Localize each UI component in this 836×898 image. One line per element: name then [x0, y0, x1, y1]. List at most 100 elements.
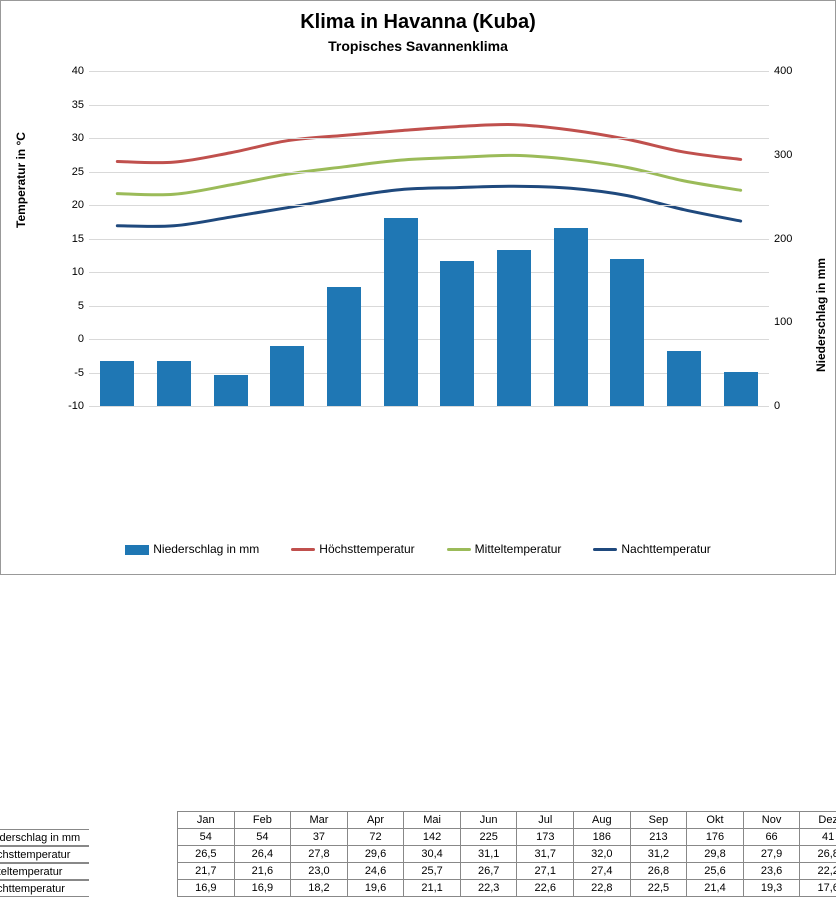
data-cell: 173: [517, 829, 574, 846]
gridline: [89, 272, 769, 273]
month-cell: Mar: [291, 812, 348, 829]
legend-swatch-line-icon: [593, 548, 617, 551]
y-tick-left: 0: [54, 333, 84, 345]
y-tick-left: 30: [54, 132, 84, 144]
y-tick-left: 5: [54, 300, 84, 312]
chart-container: Klima in Havanna (Kuba) Tropisches Savan…: [0, 0, 836, 575]
legend-swatch-line-icon: [447, 548, 471, 551]
table-row: 21,721,623,024,625,726,727,127,426,825,6…: [178, 863, 836, 880]
month-cell: Sep: [630, 812, 687, 829]
month-cell: Nov: [743, 812, 800, 829]
y-tick-left: 40: [54, 65, 84, 77]
data-cell: 23,6: [743, 863, 800, 880]
data-cell: 22,3: [460, 880, 517, 897]
row-label-blank: [0, 812, 89, 829]
y-axis-right-label: Niederschlag in mm: [814, 258, 828, 372]
data-cell: 26,4: [234, 846, 291, 863]
row-label: Niederschlag in mm: [0, 829, 89, 846]
y-tick-left: -10: [54, 400, 84, 412]
bar: [100, 361, 134, 406]
data-cell: 25,6: [687, 863, 744, 880]
month-cell: Apr: [347, 812, 404, 829]
row-label: Höchsttemperatur: [0, 846, 89, 863]
y-tick-left: 15: [54, 233, 84, 245]
gridline: [89, 239, 769, 240]
table-row: 545437721422251731862131766641: [178, 829, 836, 846]
gridline: [89, 71, 769, 72]
bar: [270, 346, 304, 406]
data-cell: 21,7: [178, 863, 235, 880]
month-cell: Jun: [460, 812, 517, 829]
data-cell: 27,9: [743, 846, 800, 863]
gridline: [89, 138, 769, 139]
data-cell: 176: [687, 829, 744, 846]
data-cell: 19,6: [347, 880, 404, 897]
y-tick-right: 0: [774, 400, 804, 412]
data-cell: 54: [234, 829, 291, 846]
legend-swatch-bar-icon: [125, 545, 149, 555]
data-cell: 54: [178, 829, 235, 846]
bar: [610, 259, 644, 406]
legend-item: Höchsttemperatur: [291, 542, 414, 556]
table-row: 26,526,427,829,630,431,131,732,031,229,8…: [178, 846, 836, 863]
y-tick-right: 300: [774, 149, 804, 161]
data-cell: 31,2: [630, 846, 687, 863]
data-cell: 142: [404, 829, 461, 846]
legend-item: Mitteltemperatur: [447, 542, 562, 556]
month-cell: Okt: [687, 812, 744, 829]
table-row: 16,916,918,219,621,122,322,622,822,521,4…: [178, 880, 836, 897]
data-cell: 16,9: [178, 880, 235, 897]
line-high: [117, 124, 740, 162]
data-cell: 17,6: [800, 880, 836, 897]
data-cell: 31,1: [460, 846, 517, 863]
chart-title: Klima in Havanna (Kuba): [1, 1, 835, 34]
y-tick-right: 200: [774, 233, 804, 245]
data-cell: 24,6: [347, 863, 404, 880]
legend-item: Nachttemperatur: [593, 542, 710, 556]
data-cell: 27,1: [517, 863, 574, 880]
bar: [157, 361, 191, 406]
data-cell: 225: [460, 829, 517, 846]
data-cell: 21,4: [687, 880, 744, 897]
data-cell: 22,6: [517, 880, 574, 897]
gridline: [89, 105, 769, 106]
y-axis-left-label: Temperatur in °C: [14, 132, 28, 228]
y-tick-right: 100: [774, 316, 804, 328]
bar: [440, 261, 474, 406]
y-tick-left: 10: [54, 266, 84, 278]
bar: [327, 287, 361, 406]
data-cell: 19,3: [743, 880, 800, 897]
line-night: [117, 186, 740, 226]
data-cell: 23,0: [291, 863, 348, 880]
data-cell: 26,8: [630, 863, 687, 880]
y-tick-left: 35: [54, 99, 84, 111]
legend-label: Nachttemperatur: [621, 542, 710, 556]
data-cell: 27,4: [574, 863, 631, 880]
gridline: [89, 406, 769, 407]
data-cell: 25,7: [404, 863, 461, 880]
row-label: Nachttemperatur: [0, 880, 89, 897]
bar: [384, 218, 418, 406]
table-header-row: JanFebMarAprMaiJunJulAugSepOktNovDez: [178, 812, 836, 829]
legend-label: Niederschlag in mm: [153, 542, 259, 556]
month-cell: Jan: [178, 812, 235, 829]
data-cell: 22,2: [800, 863, 836, 880]
data-cell: 21,6: [234, 863, 291, 880]
month-cell: Dez: [800, 812, 836, 829]
gridline: [89, 306, 769, 307]
data-cell: 66: [743, 829, 800, 846]
data-cell: 31,7: [517, 846, 574, 863]
bar: [214, 375, 248, 406]
y-tick-left: -5: [54, 367, 84, 379]
data-cell: 29,8: [687, 846, 744, 863]
data-cell: 29,6: [347, 846, 404, 863]
data-cell: 41: [800, 829, 836, 846]
data-cell: 22,8: [574, 880, 631, 897]
bar: [724, 372, 758, 406]
legend: Niederschlag in mm Höchsttemperatur Mittel…: [1, 542, 835, 556]
data-cell: 22,5: [630, 880, 687, 897]
legend-label: Mitteltemperatur: [475, 542, 562, 556]
data-cell: 186: [574, 829, 631, 846]
legend-item: Niederschlag in mm: [125, 542, 259, 556]
month-cell: Jul: [517, 812, 574, 829]
